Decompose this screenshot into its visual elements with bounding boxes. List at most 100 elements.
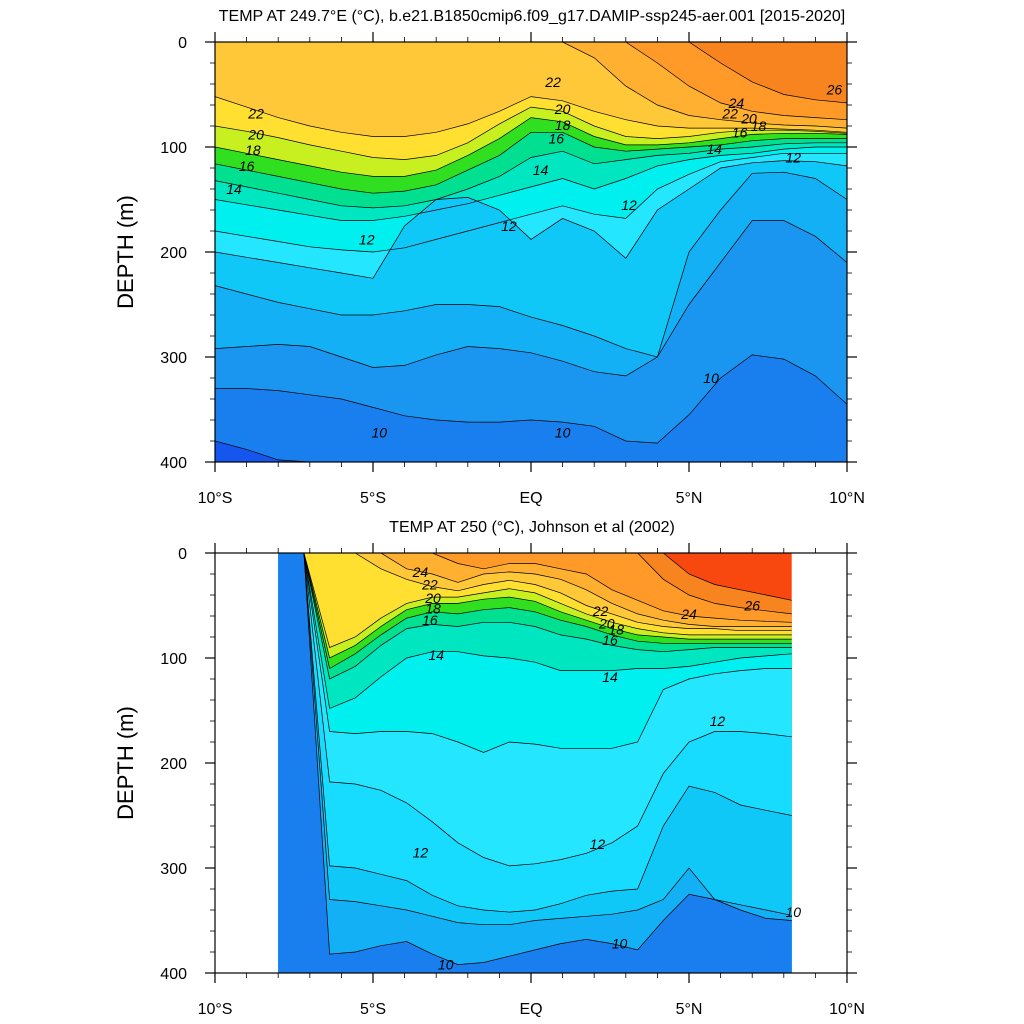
contour-line-10	[215, 152, 847, 253]
contour-line-3	[278, 553, 792, 623]
contour-label: 26	[743, 598, 760, 614]
contour-label: 20	[554, 101, 571, 117]
x-tick-label: 10°S	[198, 490, 233, 507]
contour-label: 14	[226, 181, 242, 197]
contour-label: 10	[703, 370, 719, 386]
y-tick-label: 100	[160, 651, 187, 668]
contour-line-3	[215, 42, 847, 129]
y-tick-label: 200	[160, 756, 187, 773]
contour-label: 18	[555, 117, 571, 133]
contour-label: 12	[359, 231, 375, 247]
contour-band-14	[215, 354, 847, 462]
contour-line-10	[278, 553, 792, 709]
contour-line-4	[215, 96, 847, 137]
contour-line-5	[215, 106, 847, 160]
x-tick-label: 5°S	[360, 1001, 386, 1018]
contour-label: 12	[413, 844, 429, 860]
contour-label: 24	[412, 564, 429, 580]
contour-line-2	[278, 553, 792, 615]
x-tick-label: 5°N	[676, 1001, 703, 1018]
top-panel-axes-ticks: 10°S 5°S EQ 5°N 10°N 0 100 200 300 400	[160, 32, 865, 507]
contour-line-12	[278, 553, 792, 867]
contour-label: 14	[602, 669, 618, 685]
contour-label: 12	[621, 197, 637, 213]
contour-label: 16	[732, 124, 748, 140]
contour-label: 18	[245, 142, 261, 158]
contour-line-8	[215, 142, 847, 209]
x-tick-label: 10°N	[829, 490, 865, 507]
contour-line-6	[278, 553, 792, 648]
contour-label: 18	[751, 118, 767, 134]
contour-line-5	[278, 553, 792, 632]
x-tick-label: 10°N	[829, 1001, 865, 1018]
contour-line-9	[278, 553, 792, 680]
contour-label: 18	[609, 622, 625, 638]
x-tick-label: EQ	[519, 1001, 542, 1018]
contour-label: 22	[421, 577, 438, 593]
contour-label: 20	[247, 126, 264, 142]
contour-label: 10	[786, 904, 802, 920]
contour-line-7	[215, 131, 847, 194]
contour-line-12	[215, 171, 847, 358]
top-panel-title: TEMP AT 249.7°E (°C), b.e21.B1850cmip6.f…	[219, 8, 846, 25]
contour-line-11	[278, 553, 792, 753]
y-tick-label: 300	[160, 861, 187, 878]
contour-label: 14	[707, 141, 723, 157]
contour-band-15	[278, 553, 792, 973]
bottom-panel-title: TEMP AT 250 (°C), Johnson et al (2002)	[389, 519, 675, 536]
y-tick-label: 400	[160, 966, 187, 983]
contour-line-13	[278, 553, 792, 913]
bottom-panel-axes-ticks: 10°S 5°S EQ 5°N 10°N 0 100 200 300 400	[160, 543, 865, 1018]
contour-line-15	[278, 553, 792, 965]
y-tick-label: 0	[178, 546, 187, 563]
x-tick-label: EQ	[519, 490, 542, 507]
y-tick-label: 300	[160, 350, 187, 367]
contour-line-9	[215, 146, 847, 221]
contour-label: 26	[826, 81, 843, 97]
bottom-panel: TEMP AT 250 (°C), Johnson et al (2002) D…	[113, 519, 865, 1018]
contour-label: 10	[612, 936, 628, 952]
y-tick-label: 400	[160, 455, 187, 472]
top-panel-y-axis-label: DEPTH (m)	[113, 195, 138, 309]
contour-label: 10	[372, 425, 388, 441]
x-tick-label: 5°S	[360, 490, 386, 507]
contour-label: 14	[428, 647, 444, 663]
bottom-panel-contour-lines	[278, 553, 792, 965]
top-panel: TEMP AT 249.7°E (°C), b.e21.B1850cmip6.f…	[113, 8, 865, 507]
contour-band-13	[215, 220, 847, 462]
contour-label: 10	[438, 957, 454, 973]
contour-label: 14	[533, 162, 549, 178]
x-tick-label: 10°S	[198, 1001, 233, 1018]
contour-label: 10	[555, 425, 571, 441]
y-tick-label: 0	[178, 35, 187, 52]
contour-label: 20	[424, 590, 441, 606]
contour-label: 20	[598, 615, 615, 631]
contour-label: 16	[239, 158, 255, 174]
contour-line-1	[215, 42, 847, 104]
contour-label: 22	[592, 603, 609, 619]
contour-label: 12	[710, 713, 726, 729]
contour-line-4	[278, 553, 792, 627]
contour-label: 16	[549, 131, 565, 147]
contour-label: 22	[721, 105, 738, 121]
contour-label: 18	[425, 601, 441, 617]
contour-label: 20	[740, 111, 757, 127]
contour-label: 22	[247, 105, 264, 121]
contour-line-14	[215, 354, 847, 444]
contour-label: 16	[422, 612, 438, 628]
top-panel-contour-lines	[215, 42, 847, 462]
contour-label: 12	[501, 218, 517, 234]
contour-label: 16	[602, 632, 618, 648]
contour-line-13	[215, 220, 847, 377]
contour-label: 12	[786, 150, 802, 166]
contour-line-11	[215, 160, 847, 279]
contour-line-6	[215, 117, 847, 177]
contour-line-14	[278, 553, 792, 926]
y-tick-label: 100	[160, 140, 187, 157]
contour-label: 24	[728, 95, 745, 111]
x-tick-label: 5°N	[676, 490, 703, 507]
contour-line-8	[278, 553, 792, 670]
